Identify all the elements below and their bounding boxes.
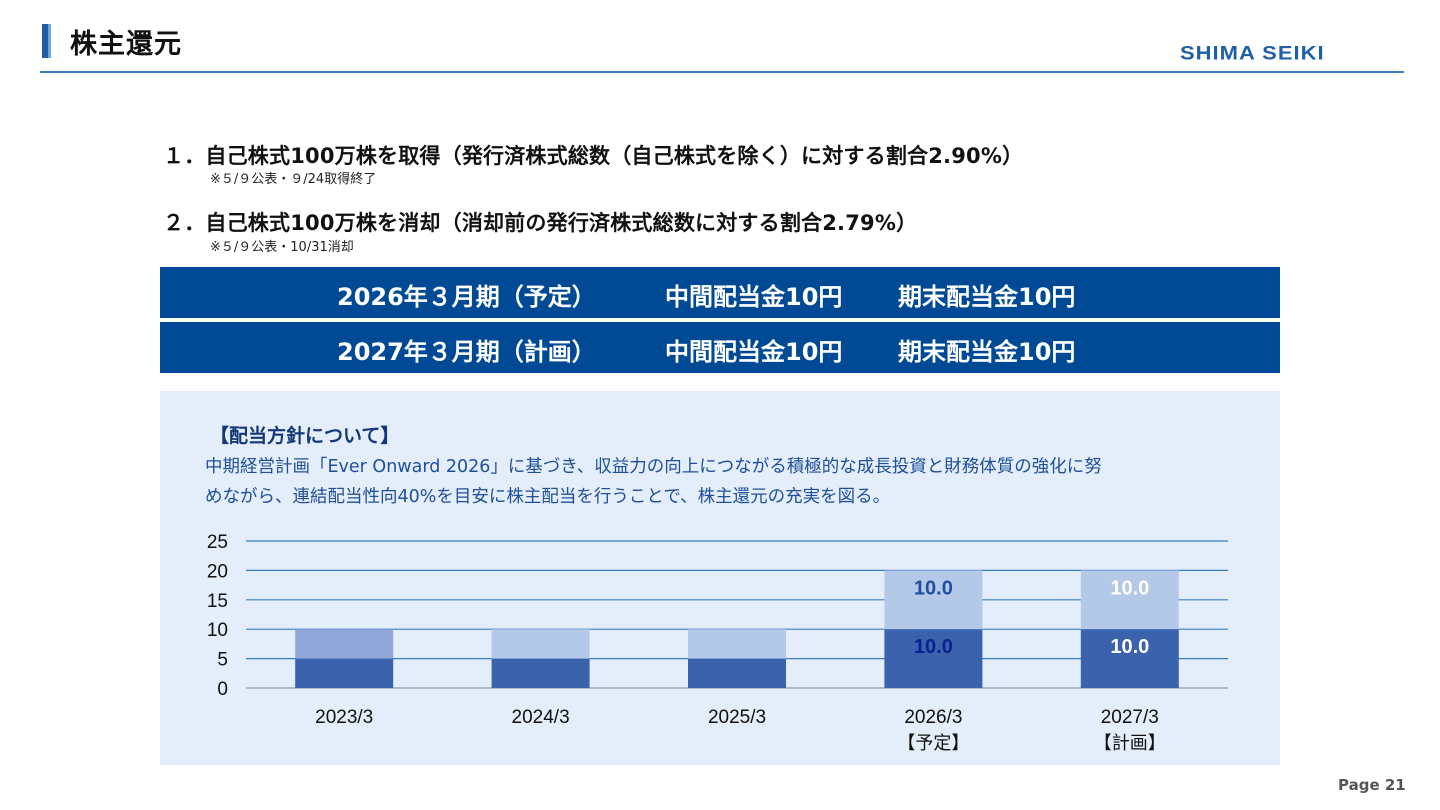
bar-segment bbox=[688, 658, 786, 688]
policy-heading: 【配当方針について】 bbox=[210, 425, 400, 447]
page-number: Page 21 bbox=[1338, 776, 1406, 794]
bar-data-label: 10.0 bbox=[1110, 577, 1149, 599]
item-share-acquisition: １．自己株式100万株を取得（発行済株式総数（自己株式を除く）に対する割合2.9… bbox=[163, 144, 1024, 168]
dividend-chart: 0 5 10 15 20 25 2023/3 2024/3 2025/3 10.0 10.0 2026… bbox=[207, 532, 1228, 754]
bar-data-label: 10.0 bbox=[1110, 636, 1149, 658]
item-share-cancellation-note: ※５/９公表・10/31消却 bbox=[210, 240, 354, 255]
bar-segment bbox=[295, 658, 394, 688]
bar-data-label: 10.0 bbox=[914, 577, 953, 599]
y-tick-label: 25 bbox=[207, 532, 228, 553]
y-tick-label: 20 bbox=[207, 561, 228, 582]
dividend-period: 2026年３月期（予定） bbox=[337, 283, 596, 311]
interim-dividend: 中間配当金10円 bbox=[665, 338, 843, 366]
company-logo: SHIMA SEIKI bbox=[1180, 41, 1325, 64]
bar-data-label: 10.0 bbox=[914, 636, 953, 658]
x-tick-label: 2026/3 bbox=[904, 707, 962, 728]
policy-text-line-1: 中期経営計画「Ever Onward 2026」に基づき、収益力の向上につながる… bbox=[205, 457, 1102, 477]
dividend-band-2026: 2026年３月期（予定） 中間配当金10円 期末配当金10円 bbox=[160, 267, 1280, 318]
x-tick-label: 2027/3 bbox=[1101, 707, 1159, 728]
x-tick-sublabel: 【予定】 bbox=[897, 733, 969, 754]
policy-text-line-2: めながら、連結配当性向40%を目安に株主配当を行うことで、株主還元の充実を図る。 bbox=[205, 487, 891, 507]
bar-segment bbox=[295, 629, 394, 659]
interim-dividend: 中間配当金10円 bbox=[665, 283, 843, 311]
x-tick-sublabel: 【計画】 bbox=[1094, 733, 1166, 754]
page-title: 株主還元 bbox=[70, 29, 182, 60]
bar-segment bbox=[491, 658, 590, 688]
y-tick-label: 5 bbox=[217, 650, 228, 671]
bar-segment bbox=[1080, 570, 1179, 630]
bar-segment bbox=[884, 629, 983, 688]
y-tick-label: 15 bbox=[207, 591, 228, 612]
item-share-cancellation: ２．自己株式100万株を消却（消却前の発行済株式総数に対する割合2.79%） bbox=[163, 211, 918, 235]
bar-segment bbox=[491, 629, 590, 659]
x-tick-label: 2025/3 bbox=[708, 707, 766, 728]
dividend-period: 2027年３月期（計画） bbox=[337, 338, 596, 366]
x-tick-label: 2023/3 bbox=[315, 707, 373, 728]
yearend-dividend: 期末配当金10円 bbox=[898, 338, 1076, 366]
bar-segment bbox=[688, 629, 786, 659]
x-tick-label: 2024/3 bbox=[512, 707, 570, 728]
dividend-band-2027: 2027年３月期（計画） 中間配当金10円 期末配当金10円 bbox=[160, 322, 1280, 373]
y-tick-label: 10 bbox=[207, 620, 228, 641]
bar-segment bbox=[884, 570, 983, 630]
item-share-acquisition-note: ※５/９公表・９/24取得終了 bbox=[210, 172, 377, 187]
y-tick-label: 0 bbox=[217, 679, 228, 700]
bar-segment bbox=[1080, 629, 1179, 688]
yearend-dividend: 期末配当金10円 bbox=[898, 283, 1076, 311]
header-divider bbox=[40, 71, 1404, 73]
title-accent-bar bbox=[42, 24, 51, 58]
